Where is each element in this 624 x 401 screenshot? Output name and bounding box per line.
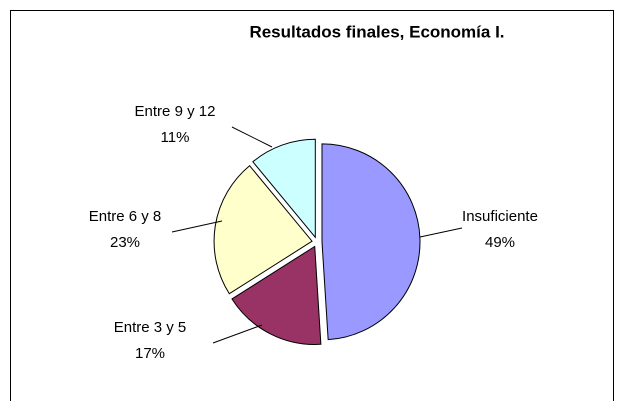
chart-title: Resultados finales, Economía I.	[249, 22, 504, 41]
slice-label: Entre 3 y 5	[114, 319, 187, 336]
pie-slice	[252, 138, 316, 239]
slice-value-label: 49%	[485, 234, 515, 251]
slice-value-label: 17%	[135, 345, 165, 362]
pie-slice	[231, 245, 322, 345]
slice-label: Entre 6 y 8	[89, 208, 162, 225]
slice-label: Entre 9 y 12	[135, 103, 216, 120]
slice-value-label: 23%	[110, 234, 140, 251]
leader-line	[231, 126, 273, 148]
leader-line	[419, 227, 463, 238]
slice-value-label: 11%	[161, 129, 190, 146]
leader-line	[171, 220, 223, 233]
pie-slice	[321, 143, 421, 341]
slice-label: Insuficiente	[462, 208, 538, 225]
leader-line	[212, 324, 263, 344]
pie-slice	[213, 165, 313, 295]
